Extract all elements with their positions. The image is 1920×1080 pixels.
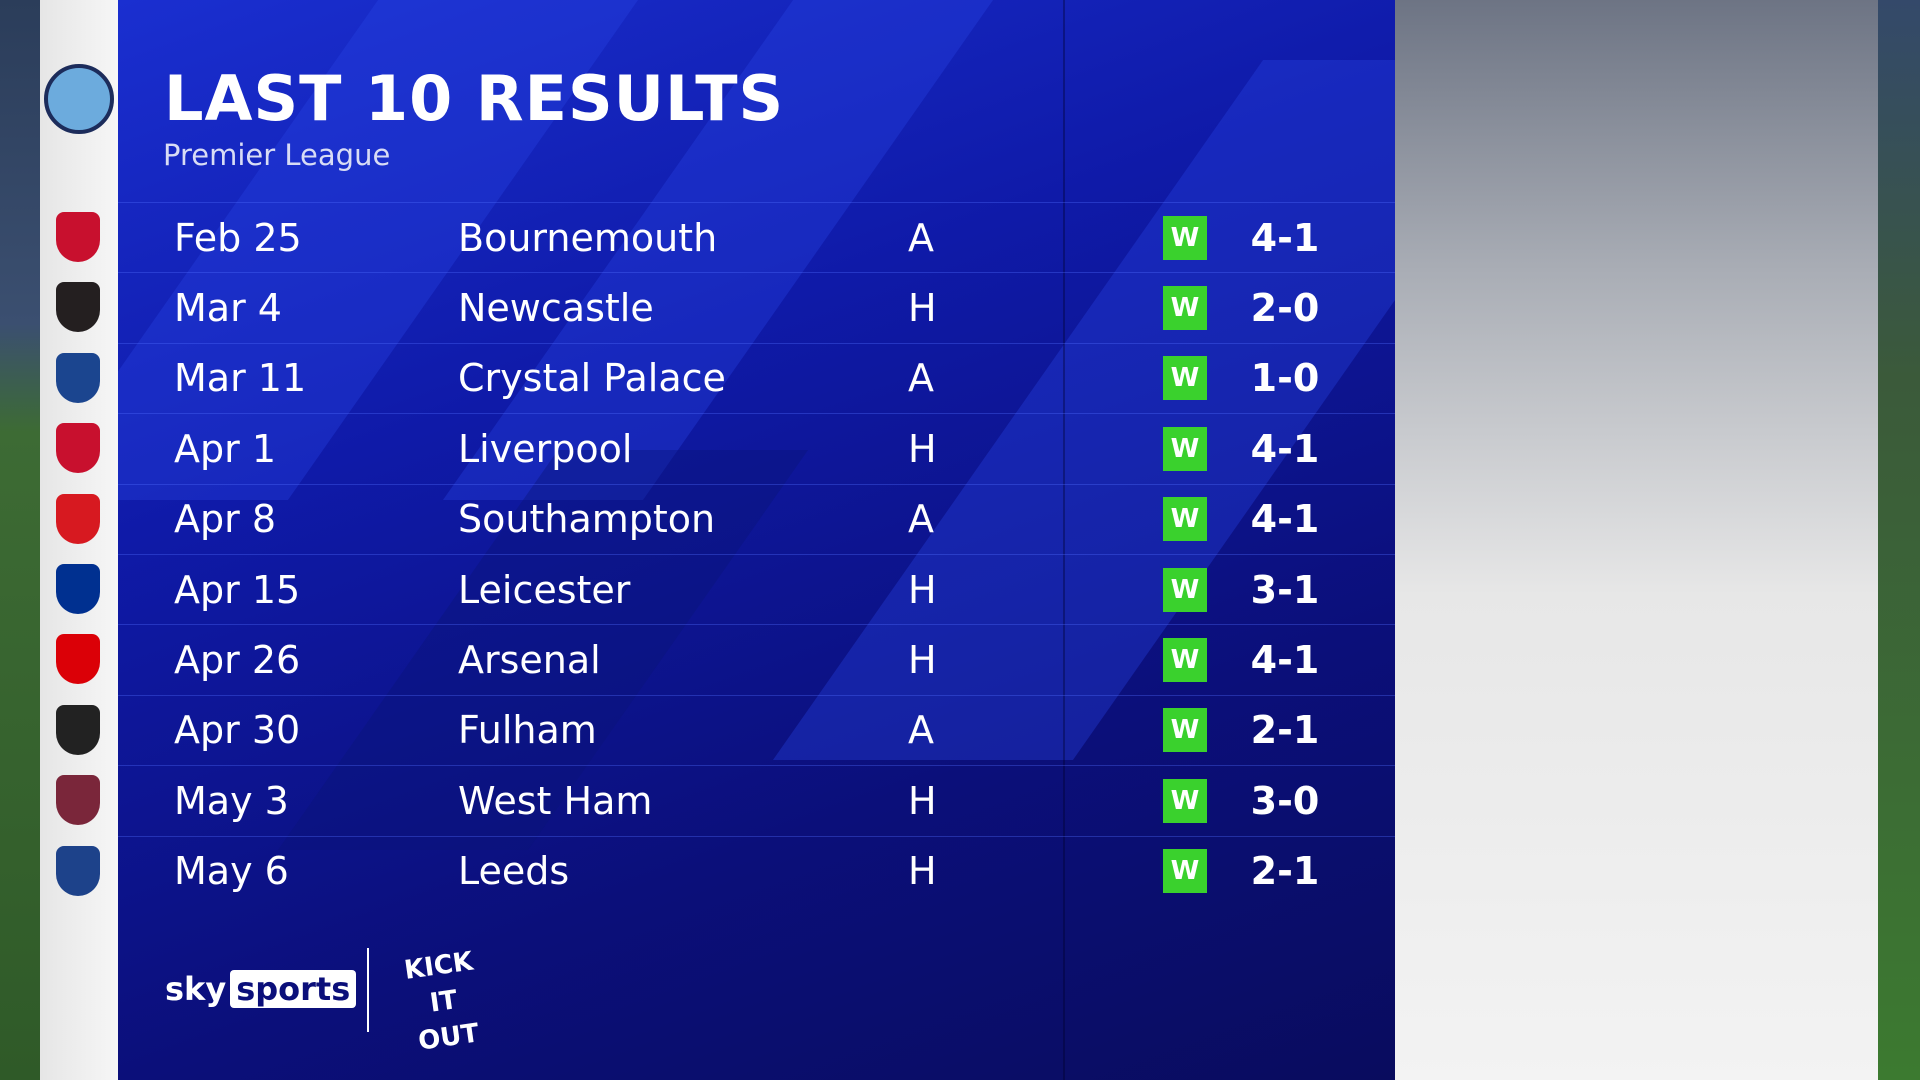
stadium-background-right [1878, 0, 1920, 1080]
match-date: Apr 8 [174, 497, 276, 542]
match-date: Mar 11 [174, 356, 307, 401]
score: 2-0 [1250, 285, 1320, 330]
result-badge: W [1163, 708, 1207, 753]
venue: H [908, 778, 937, 823]
venue: H [908, 567, 937, 612]
result-row: Mar 4 Newcastle H W 2-0 [118, 272, 1395, 342]
bournemouth-crest-icon [56, 212, 100, 262]
result-row: Mar 11 Crystal Palace A W 1-0 [118, 342, 1395, 413]
result-badge: W [1163, 778, 1207, 823]
match-date: Apr 15 [174, 567, 301, 612]
sky-logo-text: sky [165, 970, 227, 1008]
score: 4-1 [1250, 637, 1320, 682]
score: 4-1 [1250, 497, 1320, 542]
sky-sports-logo: sky sports [165, 970, 357, 1008]
score: 1-0 [1250, 356, 1320, 401]
result-badge: W [1163, 849, 1207, 894]
venue: A [908, 708, 934, 753]
venue: A [908, 497, 934, 542]
match-date: Apr 30 [174, 708, 301, 753]
match-date: Mar 4 [174, 285, 282, 330]
opponent-name: Arsenal [458, 637, 601, 682]
opponent-name: Crystal Palace [458, 356, 726, 401]
match-date: Apr 26 [174, 637, 301, 682]
page-title: LAST 10 RESULTS [164, 62, 785, 135]
stadium-background-left [0, 0, 40, 1080]
score: 3-1 [1250, 567, 1320, 612]
sports-logo-text: sports [230, 970, 357, 1008]
match-date: Apr 1 [174, 426, 276, 471]
venue: H [908, 285, 937, 330]
result-badge: W [1163, 497, 1207, 542]
opponent-name: Southampton [458, 497, 716, 542]
opponent-name: Liverpool [458, 426, 633, 471]
venue: A [908, 356, 934, 401]
score: 2-1 [1250, 708, 1320, 753]
footer-divider [367, 948, 369, 1032]
result-row: Apr 1 Liverpool H W 4-1 [118, 413, 1395, 483]
match-date: May 6 [174, 849, 289, 894]
result-row: Feb 25 Bournemouth A W 4-1 [118, 202, 1395, 272]
opponent-name: Fulham [458, 708, 597, 753]
venue: H [908, 637, 937, 682]
result-badge: W [1163, 426, 1207, 471]
venue: H [908, 426, 937, 471]
result-badge: W [1163, 285, 1207, 330]
opponent-name: Leeds [458, 849, 570, 894]
fulham-crest-icon [56, 704, 100, 755]
result-badge: W [1163, 567, 1207, 612]
crystal-palace-crest-icon [56, 352, 100, 403]
leeds-crest-icon [56, 845, 100, 896]
leicester-crest-icon [56, 564, 100, 614]
liverpool-crest-icon [56, 423, 100, 474]
west-ham-crest-icon [56, 775, 100, 826]
result-row: Apr 26 Arsenal H W 4-1 [118, 624, 1395, 694]
column-divider [1063, 0, 1065, 1080]
competition-subtitle: Premier League [163, 138, 391, 172]
result-row: Apr 8 Southampton A W 4-1 [118, 483, 1395, 554]
result-row: Apr 30 Fulham A W 2-1 [118, 694, 1395, 765]
opponent-name: West Ham [458, 778, 653, 823]
result-row: Apr 15 Leicester H W 3-1 [118, 554, 1395, 624]
match-date: Feb 25 [174, 215, 302, 260]
venue: H [908, 849, 937, 894]
result-badge: W [1163, 356, 1207, 401]
score: 2-1 [1250, 849, 1320, 894]
arsenal-crest-icon [56, 634, 100, 685]
opponent-name: Newcastle [458, 285, 654, 330]
result-badge: W [1163, 215, 1207, 260]
newcastle-crest-icon [56, 282, 100, 333]
score: 4-1 [1250, 426, 1320, 471]
opponent-name: Leicester [458, 567, 631, 612]
opponent-name: Bournemouth [458, 215, 718, 260]
venue: A [908, 215, 934, 260]
southampton-crest-icon [56, 493, 100, 544]
result-row: May 6 Leeds H W 2-1 [118, 835, 1395, 906]
match-date: May 3 [174, 778, 289, 823]
result-row: May 3 West Ham H W 3-0 [118, 765, 1395, 835]
kick-it-out-logo: KICK IT OUT [402, 946, 481, 1057]
score: 4-1 [1250, 215, 1320, 260]
manchester-city-crest-icon [44, 64, 114, 134]
score: 3-0 [1250, 778, 1320, 823]
result-badge: W [1163, 637, 1207, 682]
manager-photo [1395, 0, 1878, 1080]
